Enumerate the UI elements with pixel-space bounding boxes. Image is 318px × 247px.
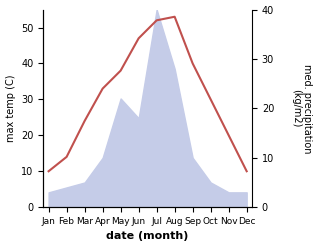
X-axis label: date (month): date (month): [107, 231, 189, 242]
Y-axis label: med. precipitation
(kg/m2): med. precipitation (kg/m2): [291, 64, 313, 153]
Y-axis label: max temp (C): max temp (C): [5, 75, 16, 142]
